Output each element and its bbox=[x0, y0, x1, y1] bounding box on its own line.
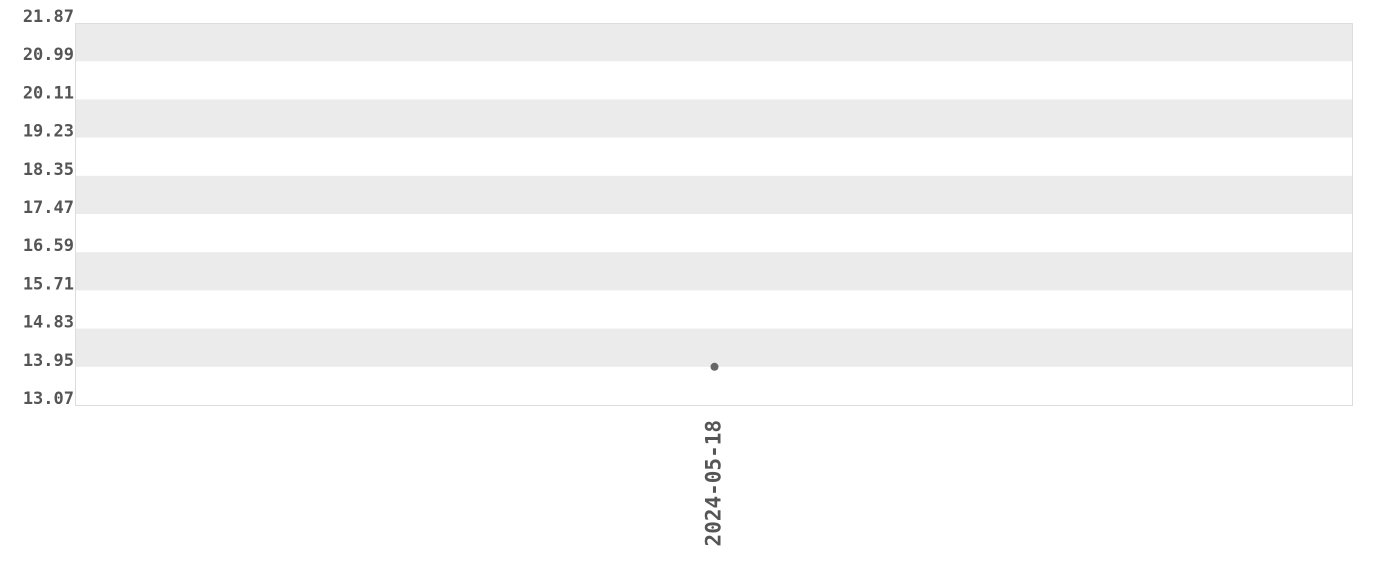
y-tick-label: 13.07 bbox=[23, 389, 74, 409]
grid-band bbox=[75, 252, 1352, 291]
y-tick-label: 13.95 bbox=[23, 351, 74, 371]
y-tick-label: 20.99 bbox=[23, 45, 74, 65]
grid-band bbox=[75, 175, 1352, 214]
y-axis: 13.07 13.95 14.83 15.71 16.59 17.47 18.35 19.23… bbox=[23, 7, 74, 409]
y-tick-label: 16.59 bbox=[23, 236, 74, 256]
plot-border bbox=[75, 23, 1353, 406]
grid-band bbox=[75, 99, 1352, 138]
grid-bands bbox=[75, 23, 1352, 367]
y-tick-label: 21.87 bbox=[23, 7, 74, 27]
data-point bbox=[710, 362, 719, 371]
grid-band bbox=[75, 328, 1352, 367]
data-points bbox=[710, 362, 719, 371]
x-tick-label: 2024-05-18 bbox=[702, 420, 726, 546]
x-axis: 2024-05-18 bbox=[702, 420, 726, 546]
y-tick-label: 18.35 bbox=[23, 160, 74, 180]
y-tick-label: 20.11 bbox=[23, 83, 74, 103]
y-tick-label: 19.23 bbox=[23, 122, 74, 142]
y-tick-label: 14.83 bbox=[23, 313, 74, 333]
y-tick-label: 15.71 bbox=[23, 274, 74, 294]
y-tick-label: 17.47 bbox=[23, 198, 74, 218]
grid-band bbox=[75, 23, 1352, 62]
